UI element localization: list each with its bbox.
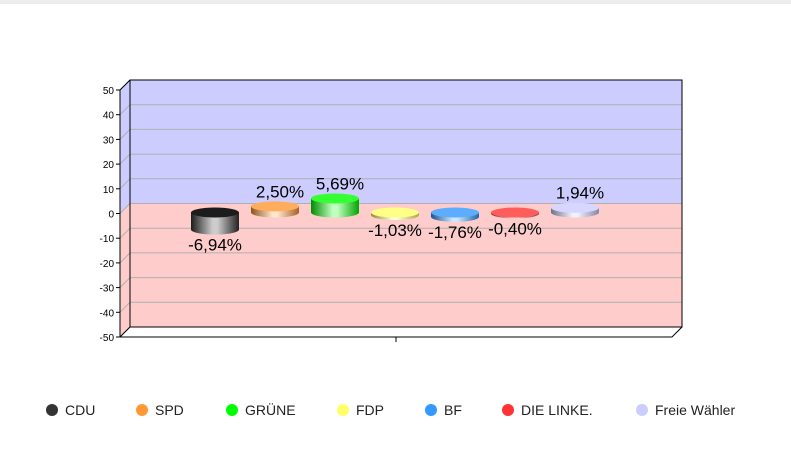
legend-label: GRÜNE: [245, 402, 296, 418]
gridline-side: [119, 252, 131, 264]
bar-top: [311, 193, 359, 204]
y-tick-label: -20: [100, 259, 115, 270]
legend-dot-icon: [136, 404, 148, 416]
bar-fdp: -1,03%: [368, 207, 422, 240]
bar-spd: 2,50%: [251, 182, 304, 218]
gridline-side: [119, 104, 131, 116]
data-label: 5,69%: [316, 174, 364, 193]
y-tick-label: 30: [103, 135, 115, 146]
data-label: -0,40%: [488, 219, 542, 238]
data-label: -1,76%: [428, 223, 482, 242]
left-wall-negative: [120, 203, 130, 337]
legend-item[interactable]: FDP: [337, 402, 384, 418]
gridline-side: [119, 178, 131, 190]
legend-item[interactable]: DIE LINKE.: [502, 402, 593, 418]
legend-dot-icon: [337, 404, 349, 416]
y-tick-label: -10: [100, 234, 115, 245]
gridline-side: [119, 227, 131, 239]
bar-freie-wähler: 1,94%: [551, 184, 604, 218]
legend-dot-icon: [46, 404, 58, 416]
legend-dot-icon: [425, 404, 437, 416]
bar-bf: -1,76%: [428, 207, 482, 242]
gridline-side: [119, 153, 131, 165]
legend-item[interactable]: CDU: [46, 402, 95, 418]
legend-label: DIE LINKE.: [521, 402, 593, 418]
bar-top: [251, 201, 299, 212]
data-label: -1,03%: [368, 221, 422, 240]
y-tick-label: -40: [100, 308, 115, 319]
gridline-side: [119, 277, 131, 288]
bar-top: [371, 207, 419, 218]
legend-label: FDP: [356, 402, 384, 418]
bar-die-linke-: -0,40%: [488, 207, 542, 238]
bar-cdu: -6,94%: [188, 207, 242, 255]
bar-grüne: 5,69%: [311, 174, 364, 218]
y-tick-label: 40: [103, 111, 115, 122]
legend-item[interactable]: Freie Wähler: [636, 402, 735, 418]
gridline-side: [119, 203, 131, 214]
legend-item[interactable]: BF: [425, 402, 462, 418]
legend-item[interactable]: SPD: [136, 402, 184, 418]
legend-dot-icon: [502, 404, 514, 416]
y-tick-label: 50: [103, 86, 115, 97]
y-tick-label: -50: [100, 333, 115, 344]
legend-label: Freie Wähler: [655, 402, 736, 418]
bar-top: [491, 207, 539, 218]
legend-label: SPD: [155, 402, 184, 418]
y-tick-label: -30: [100, 284, 115, 295]
legend-label: CDU: [65, 402, 96, 418]
top-bar: [0, 0, 791, 4]
floor-edge: [119, 326, 131, 338]
bar-top: [431, 207, 479, 218]
legend-item[interactable]: GRÜNE: [226, 402, 296, 418]
bar-top: [551, 202, 599, 213]
data-label: 1,94%: [556, 184, 604, 203]
left-wall-positive: [120, 80, 130, 214]
legend-dot-icon: [636, 404, 648, 416]
legend-dot-icon: [226, 404, 238, 416]
y-tick-label: 0: [108, 210, 114, 221]
bar-top: [191, 207, 239, 218]
data-label: -6,94%: [188, 236, 242, 255]
y-tick-label: 10: [103, 185, 115, 196]
data-label: 2,50%: [256, 182, 304, 201]
gridline-side: [119, 301, 131, 313]
gridline-side: [119, 129, 131, 140]
legend-label: BF: [444, 402, 462, 418]
bar-body: [311, 198, 359, 218]
bar-body: [191, 212, 240, 235]
y-tick-label: 20: [103, 160, 115, 171]
positive-region: [130, 80, 682, 204]
